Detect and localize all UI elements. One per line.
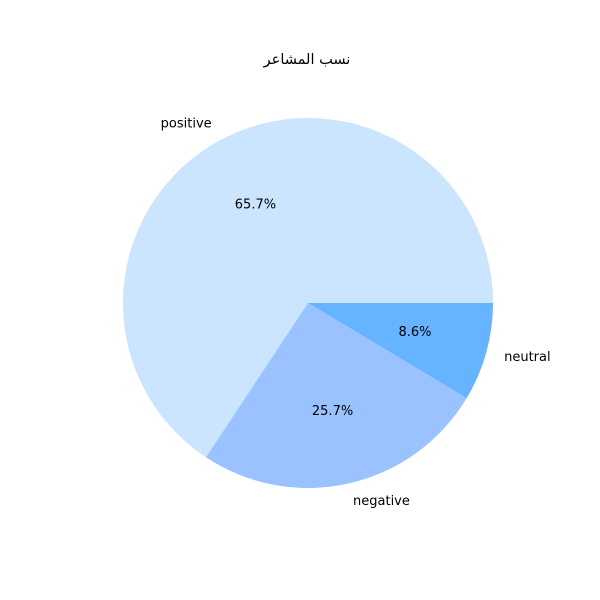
chart-title: نسب المشاعر	[263, 52, 351, 68]
pie-slice-neutral	[308, 303, 493, 399]
percent-label-negative: 25.7%	[312, 404, 353, 419]
pie-slice-negative	[205, 303, 467, 488]
slice-label-neutral: neutral	[504, 350, 551, 365]
slice-label-negative: negative	[353, 494, 410, 509]
slice-label-positive: positive	[161, 116, 212, 131]
percent-label-neutral: 8.6%	[398, 325, 431, 340]
percent-label-positive: 65.7%	[235, 198, 276, 213]
pie-slices	[123, 117, 493, 488]
pie-slice-positive	[123, 117, 493, 458]
pie-labels: positive 65.7% negative 25.7% neutral 8.6%	[161, 116, 551, 509]
